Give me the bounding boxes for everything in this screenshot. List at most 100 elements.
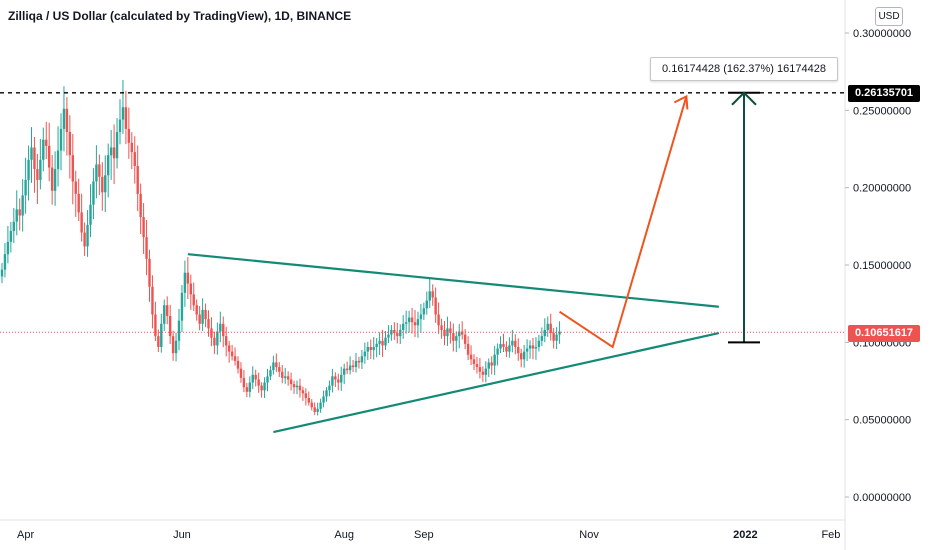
candle-body (219, 323, 222, 332)
candle-body (534, 346, 538, 349)
candle-body (531, 345, 535, 349)
candle-body (419, 314, 423, 320)
candle-body (552, 333, 555, 341)
candle-body (393, 329, 396, 334)
candle-body (213, 337, 216, 346)
x-tick-label: 2022 (733, 529, 757, 541)
candle-body (195, 305, 198, 315)
candle-body (334, 376, 337, 380)
candle-body (478, 367, 482, 372)
candle-body (48, 145, 51, 168)
candle-body (472, 359, 476, 364)
candle-body (174, 340, 178, 354)
candle-body (6, 241, 10, 255)
candle-body (201, 309, 204, 324)
candle-body (520, 353, 523, 360)
candle-body (407, 317, 411, 323)
candle-body (528, 345, 532, 349)
candle-body (322, 396, 325, 403)
candle-body (490, 362, 493, 366)
candle-body (440, 325, 443, 330)
candle-body (254, 374, 257, 380)
candle-body (360, 356, 364, 363)
candle-body (449, 328, 452, 334)
candle-body (402, 323, 405, 330)
candle-body (281, 371, 284, 378)
candle-body (163, 305, 166, 324)
candle-body (496, 348, 499, 355)
candle-body (151, 286, 154, 315)
candle-body (101, 176, 104, 193)
candle-body (59, 128, 63, 151)
candle-body (390, 329, 393, 335)
candle-body (189, 283, 192, 295)
x-tick-label: Feb (821, 529, 840, 541)
candle-body (337, 379, 340, 383)
candle-body (357, 360, 361, 363)
candle-body (493, 354, 496, 366)
candle-body (307, 398, 310, 403)
candle-body (130, 142, 133, 153)
candle-body (21, 195, 24, 216)
candle-body (422, 308, 426, 315)
x-axis-ticks: Apr Jun Aug Sep Nov 2022 Feb (17, 529, 840, 541)
candle-body (372, 346, 375, 351)
candle-body (399, 329, 402, 337)
candle-body (45, 139, 48, 146)
candle-body (348, 365, 352, 371)
candle-body (86, 224, 89, 247)
candle-body (74, 181, 77, 194)
candle-body (434, 297, 437, 315)
candle-body (245, 387, 249, 392)
candle-body (236, 360, 240, 369)
candle-body (139, 193, 142, 218)
candle-body (369, 346, 372, 351)
candle-body (168, 316, 172, 337)
x-tick-label: Aug (334, 529, 354, 541)
candle-body (222, 323, 225, 337)
candle-body (33, 147, 36, 170)
candle-body (413, 322, 417, 326)
trendline-lower (273, 331, 720, 434)
candle-body (53, 169, 57, 191)
candle-body (257, 379, 260, 386)
projection-arrow (558, 96, 688, 349)
candle-body (511, 340, 514, 346)
trendline-upper (187, 253, 719, 308)
candle-body (555, 334, 558, 341)
candle-body (416, 319, 420, 326)
y-tick-label: 0.00000000 (853, 492, 911, 504)
candle-body (56, 150, 60, 170)
candle-body (242, 377, 246, 388)
candle-body (525, 348, 529, 352)
y-tick-label: 0.30000000 (853, 28, 911, 40)
candle-body (304, 393, 308, 399)
annotation-group (0, 91, 845, 349)
currency-badge[interactable]: USD (875, 7, 903, 26)
candle-body (484, 368, 487, 375)
candle-body (183, 272, 187, 293)
candle-body (319, 402, 322, 409)
projection-arrowhead (673, 94, 689, 110)
candle-body (269, 370, 272, 377)
candle-body (466, 343, 470, 355)
candle-body (207, 319, 210, 329)
candle-body (286, 376, 290, 380)
candle-body (9, 230, 13, 242)
candle-body (65, 108, 69, 132)
candle-body (455, 336, 458, 341)
candle-body (233, 356, 237, 361)
candle-body (12, 221, 15, 231)
candle-body (431, 291, 434, 298)
candle-body (458, 331, 461, 337)
trendline-group (187, 253, 720, 434)
x-tick-label: Nov (579, 529, 599, 541)
candle-body (272, 362, 275, 371)
candle-body (18, 209, 21, 216)
candle-body (30, 147, 33, 160)
candle-body (313, 407, 316, 412)
candle-body (310, 402, 313, 408)
candle-body (378, 340, 381, 344)
candle-body (157, 336, 160, 347)
